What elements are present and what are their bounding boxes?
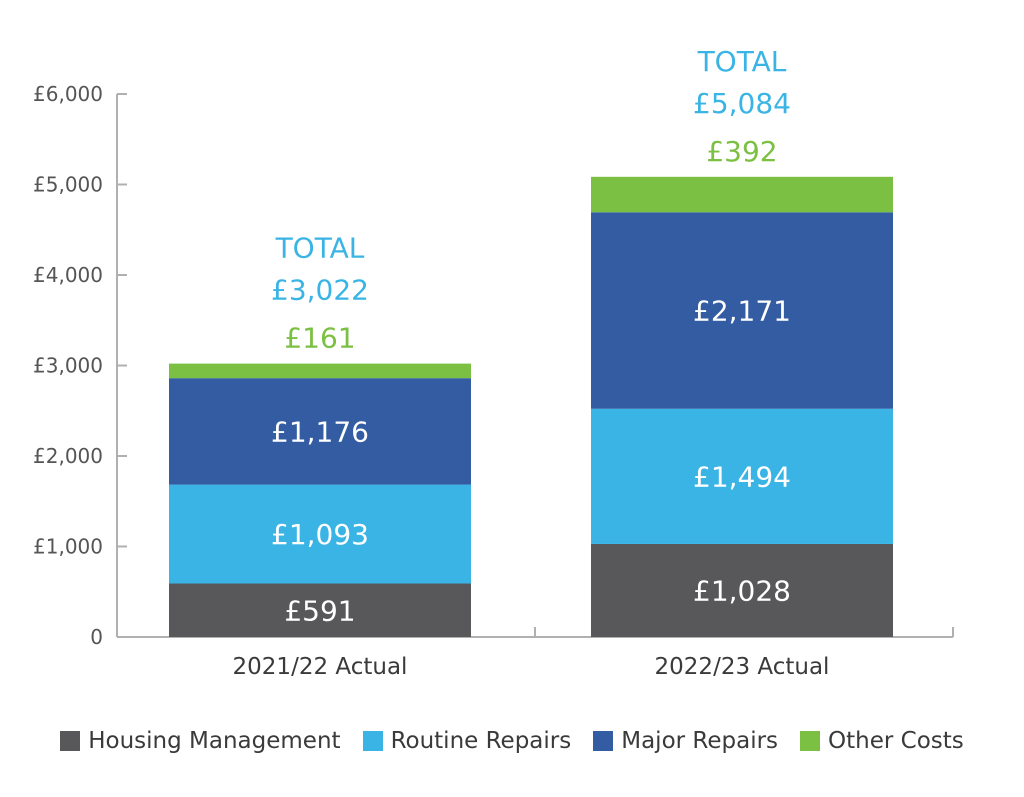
bar-segment bbox=[591, 176, 893, 213]
total-heading-label: TOTAL bbox=[697, 45, 787, 78]
y-tick-label: £2,000 bbox=[33, 444, 103, 468]
total-value-label: £3,022 bbox=[271, 274, 369, 307]
legend-item: Major Repairs bbox=[593, 728, 778, 754]
bar-segment bbox=[169, 583, 471, 637]
legend-swatch bbox=[60, 731, 81, 751]
labels: £591 £1,093 £1,176 £161 £3,022 TOTAL £1,028 £1,… bbox=[271, 45, 791, 627]
y-tick-label: 0 bbox=[90, 625, 103, 649]
legend-label: Routine Repairs bbox=[390, 728, 572, 754]
legend-item: Other Costs bbox=[800, 728, 964, 754]
y-tick-label: £4,000 bbox=[33, 263, 103, 287]
category-label: 2022/23 Actual bbox=[655, 654, 830, 680]
total-heading-label: TOTAL bbox=[275, 232, 365, 265]
legend: Housing Management Routine Repairs Major R… bbox=[0, 728, 1024, 754]
segment-value-label: £591 bbox=[284, 594, 355, 627]
bar-segment bbox=[591, 212, 893, 409]
legend-label: Other Costs bbox=[828, 728, 964, 754]
segment-value-label: £1,494 bbox=[693, 460, 791, 493]
segment-value-label: £1,176 bbox=[271, 415, 369, 448]
bar-segment bbox=[169, 378, 471, 485]
legend-swatch bbox=[362, 731, 383, 751]
legend-swatch bbox=[800, 731, 821, 751]
bar-segment bbox=[591, 543, 893, 637]
legend-label: Major Repairs bbox=[621, 728, 779, 754]
segment-value-label: £392 bbox=[706, 135, 777, 168]
legend-label: Housing Management bbox=[88, 728, 341, 754]
total-value-label: £5,084 bbox=[693, 87, 791, 120]
y-tick-label: £1,000 bbox=[33, 535, 103, 559]
legend-swatch bbox=[593, 731, 614, 751]
bar-segment bbox=[591, 408, 893, 544]
y-tick-label: £3,000 bbox=[33, 354, 103, 378]
y-tick-label: £5,000 bbox=[33, 173, 103, 197]
stacked-bar-chart: 0 £1,000 £2,000 £3,000 £4,000 £5,000 £6,000 202… bbox=[33, 45, 954, 680]
bar-segment bbox=[169, 363, 471, 379]
segment-value-label: £1,028 bbox=[693, 574, 791, 607]
bars bbox=[169, 176, 893, 637]
legend-item: Routine Repairs bbox=[362, 728, 572, 754]
legend-item: Housing Management bbox=[60, 728, 341, 754]
segment-value-label: £2,171 bbox=[693, 295, 791, 328]
segment-value-label: £1,093 bbox=[271, 518, 369, 551]
category-label: 2021/22 Actual bbox=[233, 654, 408, 680]
y-tick-label: £6,000 bbox=[33, 82, 103, 106]
segment-value-label: £161 bbox=[284, 322, 355, 355]
axes: 0 £1,000 £2,000 £3,000 £4,000 £5,000 £6,000 202… bbox=[33, 82, 954, 680]
bar-segment bbox=[169, 484, 471, 584]
